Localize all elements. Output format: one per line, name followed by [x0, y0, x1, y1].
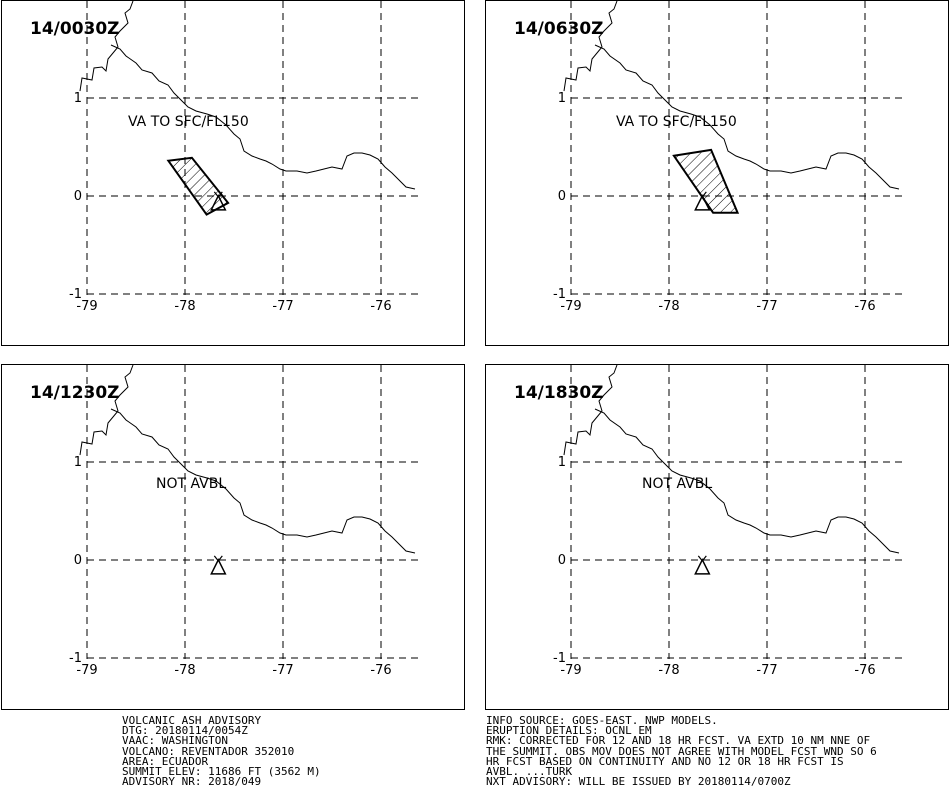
panel-time-label: 14/0030Z: [30, 19, 120, 39]
coastline: [563, 365, 900, 554]
advisory-remarks: RMK: CORRECTED FOR 12 AND 18 HR FCST. VA…: [486, 734, 871, 748]
advisory-dtg: DTG: 20180114/0054Z: [122, 724, 248, 738]
coastline: [79, 1, 416, 190]
volcano-icon: [694, 555, 711, 575]
not-available-label: NOT AVBL: [642, 476, 713, 492]
y-tick-label: 1: [558, 91, 566, 106]
volcano-icon: [210, 555, 227, 575]
advisory-remarks: AVBL. ...TURK: [486, 765, 573, 779]
x-tick-label: -79: [560, 663, 581, 678]
panel-time-label: 14/0630Z: [514, 19, 604, 39]
volcano-icon: [210, 191, 227, 211]
y-tick-label: -1: [69, 651, 82, 666]
x-tick-label: -78: [658, 663, 679, 678]
advisory-next: NXT ADVISORY: WILL BE ISSUED BY 20180114…: [486, 775, 791, 789]
y-tick-label: 0: [558, 189, 566, 204]
x-tick-label: -76: [370, 299, 391, 314]
ash-cloud-label: VA TO SFC/FL150: [128, 114, 249, 130]
advisory-remarks: THE SUMMIT. OBS MOV DOES NOT AGREE WITH …: [486, 744, 877, 758]
x-tick-label: -76: [854, 299, 875, 314]
map-canvas: -79 -78 -77 -76 1 0 -1: [553, 365, 904, 678]
coastline: [563, 1, 900, 190]
forecast-panel-1230z: -79 -78 -77 -76 1 0 -1 14/1230Z NOT AVBL: [1, 364, 465, 710]
panel-time-label: 14/1230Z: [30, 383, 120, 403]
y-tick-label: 0: [74, 553, 82, 568]
advisory-info-source: INFO SOURCE: GOES-EAST. NWP MODELS.: [486, 714, 718, 727]
advisory-area: AREA: ECUADOR: [122, 754, 209, 768]
map-canvas: -79 -78 -77 -76 1 0 -1: [69, 1, 420, 314]
ash-cloud-polygon: [166, 156, 230, 216]
advisory-eruption-details: ERUPTION DETAILS: OCNL EM: [486, 724, 652, 738]
y-tick-label: 0: [558, 553, 566, 568]
y-tick-label: -1: [553, 287, 566, 302]
x-tick-label: -78: [174, 663, 195, 678]
x-tick-label: -76: [854, 663, 875, 678]
x-tick-label: -76: [370, 663, 391, 678]
x-tick-label: -77: [272, 663, 293, 678]
x-tick-label: -77: [756, 663, 777, 678]
y-tick-label: -1: [553, 651, 566, 666]
advisory-text-right: INFO SOURCE: GOES-EAST. NWP MODELS. ERUP…: [486, 714, 877, 789]
map-canvas: -79 -78 -77 -76 1 0 -1: [553, 1, 904, 314]
not-available-label: NOT AVBL: [156, 476, 227, 492]
advisory-number: ADVISORY NR: 2018/049: [122, 775, 262, 789]
y-tick-label: 1: [558, 455, 566, 470]
y-tick-label: 1: [74, 455, 82, 470]
advisory-summit-elev: SUMMIT ELEV: 11686 FT (3562 M): [122, 765, 321, 779]
advisory-title: VOLCANIC ASH ADVISORY: [122, 714, 262, 727]
x-tick-label: -78: [174, 299, 195, 314]
panel-time-label: 14/1830Z: [514, 383, 604, 403]
forecast-panel-0030z: -79 -78 -77 -76 1 0 -1 14/0030Z VA TO SFC/FL15…: [1, 0, 465, 346]
y-tick-label: -1: [69, 287, 82, 302]
x-tick-label: -77: [756, 299, 777, 314]
forecast-panel-1830z: -79 -78 -77 -76 1 0 -1 14/1830Z NOT AVBL: [485, 364, 949, 710]
x-tick-label: -78: [658, 299, 679, 314]
x-tick-label: -79: [76, 663, 97, 678]
advisory-remarks: HR FCST BASED ON CONTINUITY AND NO 12 OR…: [486, 754, 844, 768]
advisory-volcano: VOLCANO: REVENTADOR 352010: [122, 744, 295, 758]
x-tick-label: -77: [272, 299, 293, 314]
y-tick-label: 1: [74, 91, 82, 106]
coastline: [79, 365, 416, 554]
x-tick-label: -79: [76, 299, 97, 314]
ash-cloud-label: VA TO SFC/FL150: [616, 114, 737, 130]
advisory-text-left: VOLCANIC ASH ADVISORY DTG: 20180114/0054…: [122, 714, 321, 789]
volcano-icon: [694, 191, 711, 211]
x-tick-label: -79: [560, 299, 581, 314]
advisory-vaac: VAAC: WASHINGTON: [122, 734, 228, 748]
map-canvas: -79 -78 -77 -76 1 0 -1: [69, 365, 420, 678]
y-tick-label: 0: [74, 189, 82, 204]
forecast-panel-0630z: -79 -78 -77 -76 1 0 -1 14/0630Z VA TO SFC/FL15…: [485, 0, 949, 346]
